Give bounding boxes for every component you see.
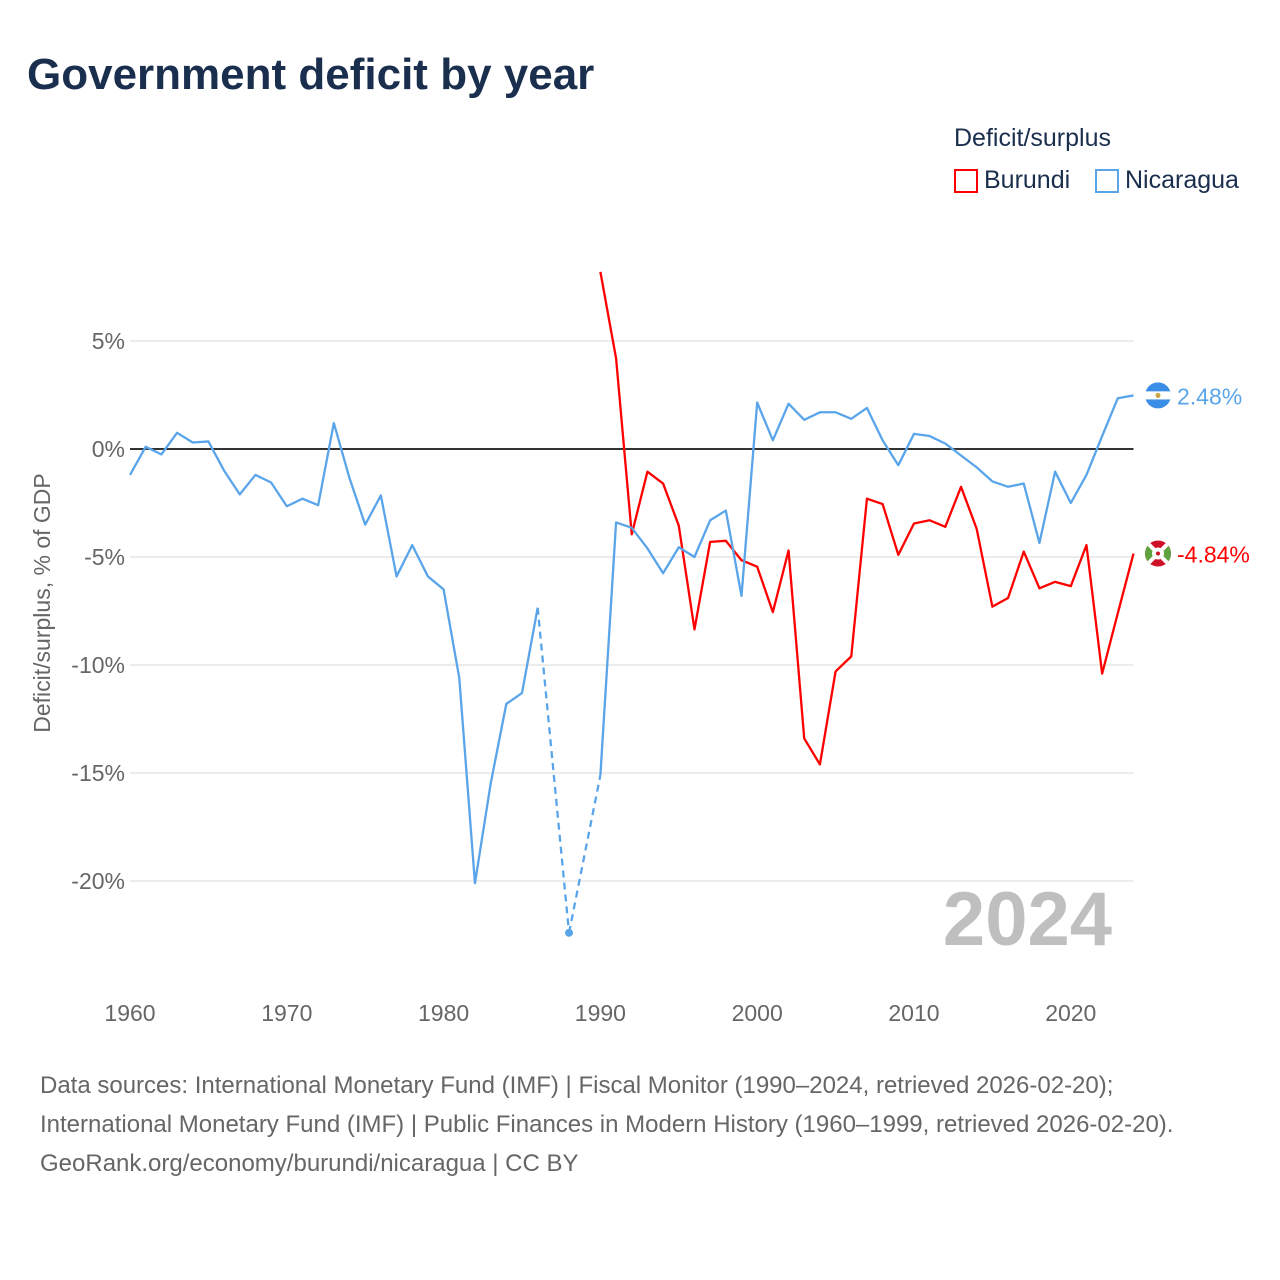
x-tick-label: 1970 [261,1000,312,1026]
year-watermark: 2024 [943,877,1112,962]
legend-item-nicaragua[interactable]: Nicaragua [1095,166,1239,195]
x-tick-label: 1990 [575,1000,626,1026]
legend-swatch-nicaragua [1095,168,1119,193]
series-gap-nicaragua [536,607,571,933]
legend-label: Nicaragua [1125,166,1239,194]
chart-title: Government deficit by year [27,50,595,99]
x-tick-label: 2010 [888,1000,939,1026]
credit-link[interactable]: GeoRank.org/economy/burundi/nicaragua | … [40,1150,579,1177]
y-tick-label: -20% [71,868,125,894]
burundi-flag-icon [1145,540,1171,567]
series-line-nicaragua [128,394,1134,885]
legend-item-burundi[interactable]: Burundi [954,166,1070,195]
legend-label: Burundi [984,166,1071,194]
legend-title: Deficit/surplus [954,124,1111,152]
y-axis-label: Deficit/surplus, % of GDP [29,473,55,732]
footer: Data sources: International Monetary Fun… [40,1066,1240,1183]
x-tick-label: 2020 [1045,1000,1096,1026]
series-gap-nicaragua [567,774,602,934]
end-label-nicaragua: 2.48% [1177,383,1242,409]
data-point-nicaragua [565,928,574,937]
legend-swatch-burundi [954,168,978,193]
y-tick-label: -5% [84,544,125,570]
y-tick-label: 0% [92,436,125,462]
x-tick-label: 2000 [732,1000,783,1026]
x-tick-label: 1980 [418,1000,469,1026]
y-tick-label: -15% [71,760,125,786]
y-tick-label: -10% [71,652,125,678]
series-line-burundi [599,271,1135,766]
x-tick-label: 1960 [104,1000,155,1026]
y-tick-label: 5% [92,328,125,354]
plot-area: 5% 0% -5% -10% -15% -20% 1960 1970 1980 1990 2000 2… [29,271,1250,1026]
nicaragua-emblem-icon [1155,392,1161,398]
end-label-burundi: -4.84% [1177,542,1250,568]
data-sources: Data sources: International Monetary Fun… [40,1072,1174,1138]
